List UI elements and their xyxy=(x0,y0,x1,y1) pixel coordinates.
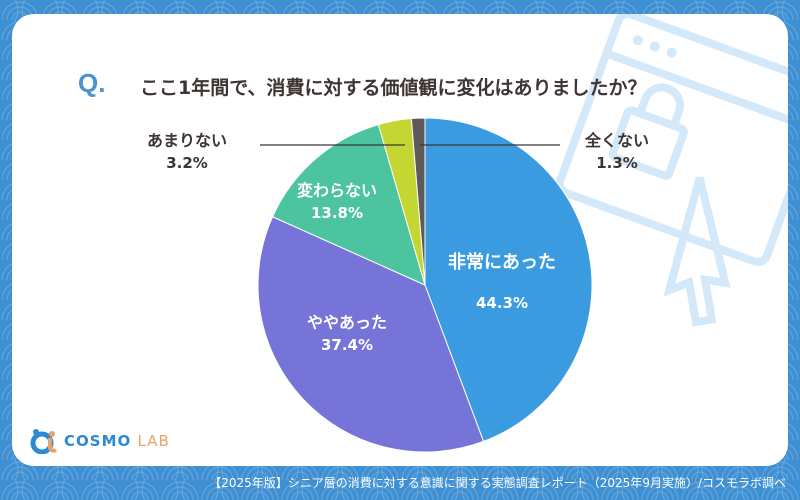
pie-slice-2 xyxy=(271,124,426,286)
slice-label-yayaatta: ややあった 37.4% xyxy=(282,312,412,356)
slice-label-text: 全くない xyxy=(584,131,649,150)
pie-slice-0 xyxy=(424,117,593,443)
slice-value: 13.8% xyxy=(310,204,364,222)
slice-label-text: ややあった xyxy=(306,313,387,332)
logo-sub-text: LAB xyxy=(137,432,170,450)
logo-main-text: COSMO xyxy=(64,432,132,450)
pie-slice-1 xyxy=(257,216,485,453)
slice-value: 37.4% xyxy=(320,336,374,354)
slice-label-amarinai: あまりない 3.2% xyxy=(132,130,242,174)
browser-cursor-illustration xyxy=(555,14,788,327)
pie-chart xyxy=(257,117,593,453)
question-title: ここ1年間で、消費に対する価値観に変化はありましたか？ xyxy=(140,77,647,99)
cosmo-lab-logo: COSMO LAB xyxy=(30,428,170,454)
chart-card: Q. ここ1年間で、消費に対する価値観に変化はありましたか？ 非常にあった 44… xyxy=(12,14,788,466)
slice-label-kawaranai: 変わらない 13.8% xyxy=(282,180,392,224)
slice-value: 1.3% xyxy=(596,154,638,172)
logo-mark-icon xyxy=(30,429,58,454)
slice-value: 44.3% xyxy=(475,294,529,312)
slice-label-hijouniatta: 非常にあった 44.3% xyxy=(432,252,572,314)
slice-label-text: あまりない xyxy=(146,131,227,150)
slice-label-mattakunai: 全くない 1.3% xyxy=(567,130,667,174)
source-footer: 【2025年版】シニア層の消費に対する意識に関する実態調査レポート（2025年9… xyxy=(209,476,786,490)
pie-slice-4 xyxy=(410,117,426,286)
question-prefix: Q. xyxy=(78,68,106,98)
slice-label-text: 非常にあった xyxy=(448,252,556,273)
slice-value: 3.2% xyxy=(166,154,208,172)
slice-label-text: 変わらない xyxy=(296,181,377,200)
